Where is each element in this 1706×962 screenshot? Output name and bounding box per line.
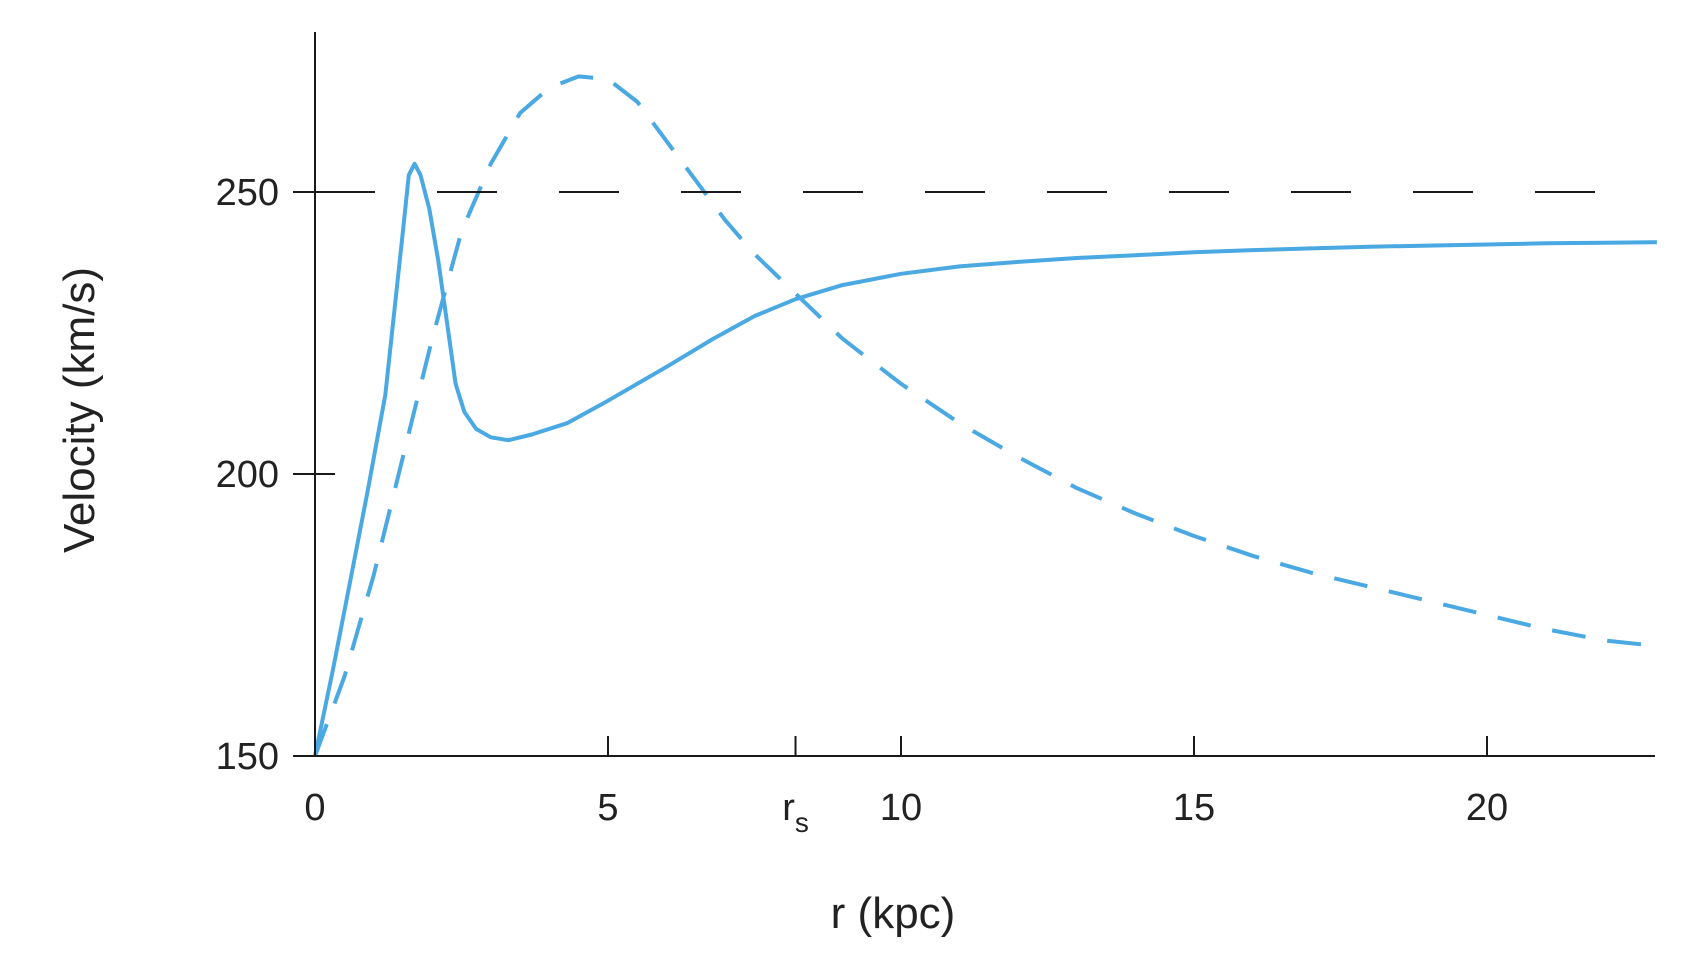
x-tick-label: rs (782, 787, 809, 838)
x-tick-label: 10 (880, 787, 922, 829)
x-axis-title: r (kpc) (831, 889, 956, 938)
x-tick-label: 15 (1173, 787, 1215, 829)
y-tick-label: 200 (216, 454, 279, 496)
series-line-dashed (313, 74, 1658, 757)
x-tick-label: 0 (304, 787, 325, 829)
y-tick-label: 150 (216, 736, 279, 778)
series-line-solid (313, 161, 1657, 757)
y-axis-title: Velocity (km/s) (55, 267, 104, 553)
x-tick-label: 20 (1466, 787, 1508, 829)
tick-layer: 0 5 rs 10 15 20 150 200 250 (216, 172, 1509, 838)
y-tick-label: 250 (216, 172, 279, 214)
series-layer (313, 74, 1658, 757)
x-tick-label: 5 (597, 787, 618, 829)
